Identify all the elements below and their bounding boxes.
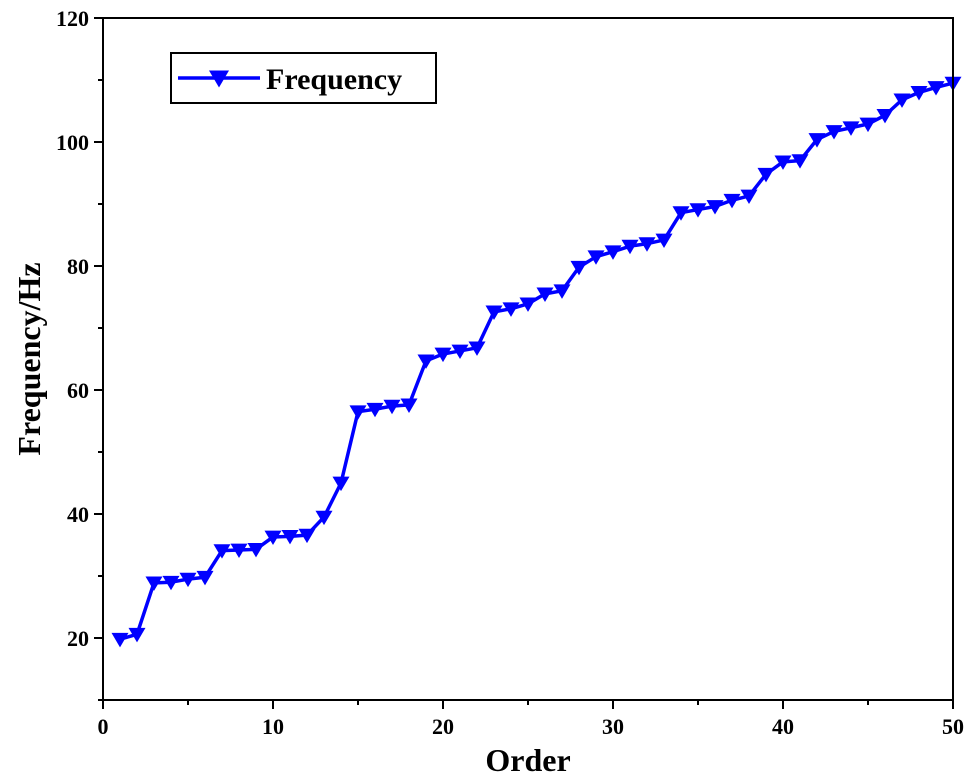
- data-point: [230, 543, 248, 559]
- data-point: [451, 344, 469, 360]
- data-point: [706, 200, 724, 215]
- data-point: [281, 529, 299, 545]
- y-tick-label: 20: [67, 626, 89, 651]
- data-point: [893, 93, 911, 108]
- data-point: [213, 544, 231, 559]
- data-point: [791, 154, 809, 169]
- x-tick-label: 0: [98, 714, 109, 739]
- x-tick-label: 40: [772, 714, 794, 739]
- data-point: [757, 167, 775, 183]
- data-point: [740, 189, 758, 205]
- data-point: [604, 245, 622, 260]
- legend: Frequency: [170, 52, 437, 104]
- data-point: [128, 627, 146, 643]
- data-point: [723, 193, 741, 209]
- x-axis-title: Order: [485, 742, 570, 778]
- data-point: [366, 402, 384, 418]
- x-tick-label: 20: [432, 714, 454, 739]
- data-point: [536, 287, 554, 302]
- data-point: [519, 297, 537, 312]
- data-point: [400, 398, 418, 413]
- data-point: [349, 405, 367, 420]
- data-point: [910, 86, 928, 101]
- data-point: [179, 572, 197, 588]
- y-axis-title: Frequency/Hz: [11, 262, 47, 455]
- data-point: [808, 133, 826, 148]
- data-point: [417, 354, 435, 369]
- data-point: [298, 528, 316, 544]
- x-tick-label: 30: [602, 714, 624, 739]
- y-tick-label: 100: [56, 130, 89, 155]
- ticks-layer: 0 10 20 30 40 50 20 40 60 80 100 120: [56, 6, 964, 739]
- data-point: [825, 125, 843, 140]
- data-point: [859, 117, 877, 133]
- data-point: [196, 570, 214, 586]
- data-point: [553, 284, 571, 299]
- data-point: [638, 237, 656, 252]
- data-point: [111, 632, 129, 648]
- series-layer: [111, 76, 962, 648]
- data-point: [485, 305, 503, 320]
- x-tick-label: 50: [942, 714, 964, 739]
- legend-marker-triangle-down-icon: [209, 70, 229, 88]
- data-point: [434, 347, 452, 363]
- data-point: [264, 530, 282, 546]
- y-tick-label: 120: [56, 6, 89, 31]
- series-line: [119, 81, 954, 641]
- data-point: [315, 510, 333, 526]
- y-tick-label: 60: [67, 378, 89, 403]
- data-point: [672, 206, 690, 221]
- data-point: [162, 575, 180, 591]
- y-tick-label: 40: [67, 502, 89, 527]
- data-point: [927, 81, 945, 96]
- data-point: [383, 399, 401, 415]
- data-point: [842, 121, 860, 136]
- plot-frame: [102, 17, 954, 701]
- data-point: [876, 108, 894, 124]
- data-point: [774, 155, 792, 170]
- data-point: [621, 239, 639, 255]
- legend-entry-label: Frequency: [266, 63, 402, 96]
- data-point: [502, 302, 520, 317]
- data-point: [570, 260, 588, 276]
- data-point: [332, 476, 350, 492]
- data-point: [468, 341, 486, 356]
- data-point: [587, 250, 605, 265]
- data-point: [655, 233, 673, 249]
- y-tick-label: 80: [67, 254, 89, 279]
- data-point: [145, 576, 163, 591]
- x-tick-label: 10: [262, 714, 284, 739]
- data-point: [247, 542, 265, 558]
- data-point: [689, 203, 707, 218]
